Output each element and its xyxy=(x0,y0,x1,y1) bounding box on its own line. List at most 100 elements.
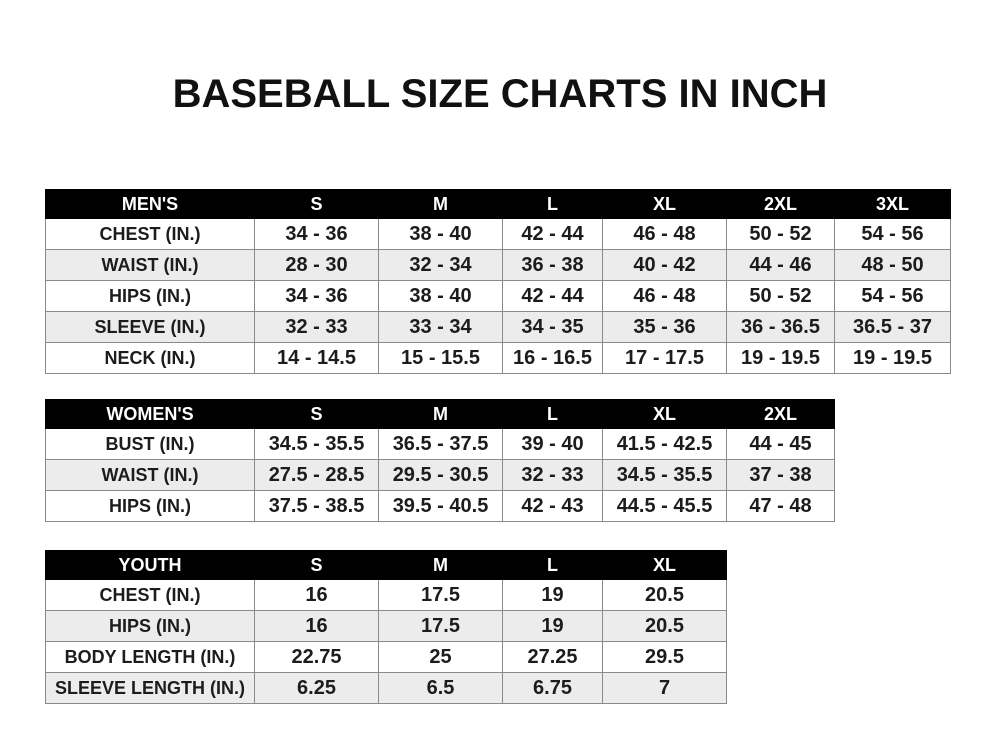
size-value: 15 - 15.5 xyxy=(378,342,503,374)
size-value: 34.5 - 35.5 xyxy=(602,459,727,491)
measurement-label: HIPS (IN.) xyxy=(45,490,255,522)
size-value: 37.5 - 38.5 xyxy=(254,490,379,522)
size-value: 7 xyxy=(602,672,727,704)
size-value: 17 - 17.5 xyxy=(602,342,727,374)
size-header: XL xyxy=(602,399,727,429)
size-header: L xyxy=(502,189,603,219)
table-row: SLEEVE (IN.) 32 - 33 33 - 34 34 - 35 35 - 36… xyxy=(45,311,951,343)
measurement-label: BUST (IN.) xyxy=(45,428,255,460)
measurement-label: WAIST (IN.) xyxy=(45,459,255,491)
size-value: 37 - 38 xyxy=(726,459,835,491)
size-value: 50 - 52 xyxy=(726,218,835,250)
womens-size-table: WOMEN'S S M L XL 2XL BUST (IN.) 34.5 - 35.5 36.5… xyxy=(45,399,835,522)
size-value: 19 xyxy=(502,579,603,611)
size-value: 36.5 - 37 xyxy=(834,311,951,343)
size-value: 39 - 40 xyxy=(502,428,603,460)
table-row: CHEST (IN.) 16 17.5 19 20.5 xyxy=(45,579,727,611)
size-value: 33 - 34 xyxy=(378,311,503,343)
table-row: CHEST (IN.) 34 - 36 38 - 40 42 - 44 46 - 48 5… xyxy=(45,218,951,250)
size-value: 6.75 xyxy=(502,672,603,704)
measurement-label: SLEEVE LENGTH (IN.) xyxy=(45,672,255,704)
size-value: 38 - 40 xyxy=(378,280,503,312)
size-value: 48 - 50 xyxy=(834,249,951,281)
size-value: 41.5 - 42.5 xyxy=(602,428,727,460)
size-value: 39.5 - 40.5 xyxy=(378,490,503,522)
size-value: 6.25 xyxy=(254,672,379,704)
size-value: 50 - 52 xyxy=(726,280,835,312)
size-value: 19 xyxy=(502,610,603,642)
header-row: MEN'S S M L XL 2XL 3XL xyxy=(45,189,951,219)
size-value: 54 - 56 xyxy=(834,218,951,250)
size-header: S xyxy=(254,399,379,429)
size-value: 14 - 14.5 xyxy=(254,342,379,374)
size-value: 36 - 36.5 xyxy=(726,311,835,343)
measurement-label: SLEEVE (IN.) xyxy=(45,311,255,343)
size-value: 44.5 - 45.5 xyxy=(602,490,727,522)
size-value: 44 - 46 xyxy=(726,249,835,281)
size-header: M xyxy=(378,189,503,219)
size-value: 28 - 30 xyxy=(254,249,379,281)
size-value: 46 - 48 xyxy=(602,280,727,312)
table-row: BODY LENGTH (IN.) 22.75 25 27.25 29.5 xyxy=(45,641,727,673)
size-value: 25 xyxy=(378,641,503,673)
measurement-label: CHEST (IN.) xyxy=(45,218,255,250)
size-value: 34.5 - 35.5 xyxy=(254,428,379,460)
header-row: WOMEN'S S M L XL 2XL xyxy=(45,399,835,429)
size-value: 42 - 44 xyxy=(502,218,603,250)
size-value: 19 - 19.5 xyxy=(726,342,835,374)
size-value: 42 - 43 xyxy=(502,490,603,522)
size-value: 34 - 35 xyxy=(502,311,603,343)
size-value: 42 - 44 xyxy=(502,280,603,312)
category-header: MEN'S xyxy=(45,189,255,219)
table-row: WAIST (IN.) 27.5 - 28.5 29.5 - 30.5 32 - 33… xyxy=(45,459,835,491)
size-header: XL xyxy=(602,189,727,219)
size-value: 32 - 34 xyxy=(378,249,503,281)
size-value: 16 xyxy=(254,610,379,642)
youth-size-table: YOUTH S M L XL CHEST (IN.) 16 17.5 19 20.5 HIPS (I… xyxy=(45,550,727,704)
size-value: 34 - 36 xyxy=(254,218,379,250)
size-value: 27.25 xyxy=(502,641,603,673)
size-value: 40 - 42 xyxy=(602,249,727,281)
table-row: BUST (IN.) 34.5 - 35.5 36.5 - 37.5 39 - 40 4… xyxy=(45,428,835,460)
size-value: 32 - 33 xyxy=(254,311,379,343)
size-value: 29.5 xyxy=(602,641,727,673)
measurement-label: NECK (IN.) xyxy=(45,342,255,374)
size-header: L xyxy=(502,399,603,429)
size-header: L xyxy=(502,550,603,580)
page-title: BASEBALL SIZE CHARTS IN INCH xyxy=(172,72,828,116)
size-value: 47 - 48 xyxy=(726,490,835,522)
measurement-label: WAIST (IN.) xyxy=(45,249,255,281)
size-value: 29.5 - 30.5 xyxy=(378,459,503,491)
category-header: WOMEN'S xyxy=(45,399,255,429)
table-row: WAIST (IN.) 28 - 30 32 - 34 36 - 38 40 - 42 4… xyxy=(45,249,951,281)
size-header: M xyxy=(378,550,503,580)
size-value: 32 - 33 xyxy=(502,459,603,491)
size-value: 36.5 - 37.5 xyxy=(378,428,503,460)
measurement-label: HIPS (IN.) xyxy=(45,610,255,642)
size-value: 19 - 19.5 xyxy=(834,342,951,374)
size-value: 17.5 xyxy=(378,610,503,642)
measurement-label: CHEST (IN.) xyxy=(45,579,255,611)
size-header: XL xyxy=(602,550,727,580)
size-value: 16 - 16.5 xyxy=(502,342,603,374)
table-row: NECK (IN.) 14 - 14.5 15 - 15.5 16 - 16.5 17 … xyxy=(45,342,951,374)
size-value: 35 - 36 xyxy=(602,311,727,343)
size-header: M xyxy=(378,399,503,429)
size-value: 46 - 48 xyxy=(602,218,727,250)
size-value: 27.5 - 28.5 xyxy=(254,459,379,491)
category-header: YOUTH xyxy=(45,550,255,580)
size-header: 3XL xyxy=(834,189,951,219)
mens-size-table: MEN'S S M L XL 2XL 3XL CHEST (IN.) 34 - 36 38 - 4… xyxy=(45,189,951,374)
table-row: HIPS (IN.) 16 17.5 19 20.5 xyxy=(45,610,727,642)
size-value: 22.75 xyxy=(254,641,379,673)
table-row: HIPS (IN.) 34 - 36 38 - 40 42 - 44 46 - 48 50… xyxy=(45,280,951,312)
size-value: 34 - 36 xyxy=(254,280,379,312)
size-value: 6.5 xyxy=(378,672,503,704)
size-value: 16 xyxy=(254,579,379,611)
size-header: 2XL xyxy=(726,189,835,219)
size-value: 38 - 40 xyxy=(378,218,503,250)
size-value: 54 - 56 xyxy=(834,280,951,312)
header-row: YOUTH S M L XL xyxy=(45,550,727,580)
size-value: 20.5 xyxy=(602,610,727,642)
table-row: HIPS (IN.) 37.5 - 38.5 39.5 - 40.5 42 - 43 4… xyxy=(45,490,835,522)
